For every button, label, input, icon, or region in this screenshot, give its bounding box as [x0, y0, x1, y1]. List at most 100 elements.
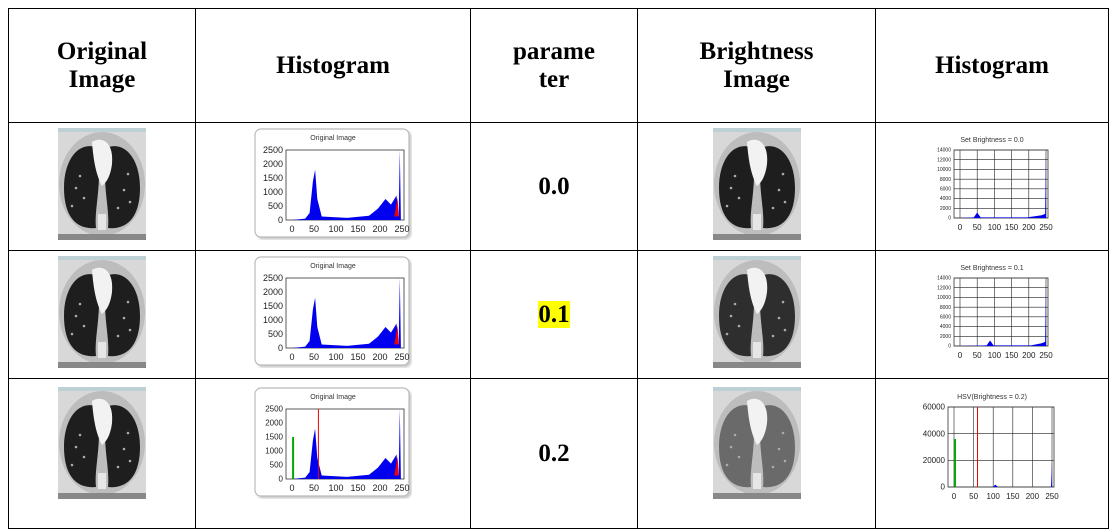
- vessel: [75, 446, 78, 449]
- x-tick-label: 150: [1005, 351, 1019, 360]
- y-tick-label: 10000: [937, 167, 951, 173]
- vessel: [127, 432, 130, 435]
- image-strip: [713, 128, 801, 132]
- x-tick-label: 150: [1006, 492, 1020, 501]
- ct-image: [58, 128, 146, 240]
- vessel: [725, 333, 728, 336]
- y-tick-label: 2000: [940, 206, 951, 212]
- y-tick-label: 12000: [937, 285, 951, 291]
- spine: [98, 473, 106, 489]
- y-tick-label: 10000: [937, 295, 951, 301]
- parameter-value: 0.2: [538, 440, 569, 467]
- x-tick-label: 100: [988, 223, 1002, 232]
- y-tick-label: 1500: [263, 301, 283, 311]
- y-tick-label: 60000: [923, 403, 946, 412]
- vessel: [79, 303, 82, 306]
- vessel: [127, 173, 130, 176]
- x-tick-label: 0: [289, 483, 294, 493]
- vessel: [725, 464, 728, 467]
- x-tick-label: 50: [973, 351, 982, 360]
- image-base: [58, 234, 146, 240]
- table-cell: Original Image25002000150010005000050100…: [196, 251, 471, 379]
- y-tick-label: 2000: [263, 287, 283, 297]
- histogram-shape: [954, 461, 1052, 487]
- y-tick-label: 1500: [263, 173, 283, 183]
- table-cell: [9, 379, 196, 529]
- x-tick-label: 150: [350, 483, 365, 493]
- x-tick-label: 200: [372, 224, 387, 234]
- x-tick-label: 150: [350, 352, 365, 362]
- y-tick-label: 500: [268, 201, 283, 211]
- x-tick-label: 50: [309, 224, 319, 234]
- table-cell: [9, 251, 196, 379]
- y-tick-label: 4000: [940, 324, 951, 330]
- x-tick-label: 200: [1022, 351, 1036, 360]
- y-tick-label: 500: [270, 461, 284, 470]
- vessel: [83, 325, 86, 328]
- y-tick-label: 14000: [937, 148, 951, 154]
- header-cell: Original Image: [9, 9, 196, 123]
- comparison-table: Original Image Histogram parameter Brigh…: [8, 8, 1109, 529]
- y-tick-label: 0: [278, 215, 283, 225]
- y-tick-label: 40000: [923, 429, 946, 438]
- histogram-title: Original Image: [310, 135, 356, 142]
- header-row: Original Image Histogram parameter Brigh…: [9, 9, 1109, 123]
- vessel: [783, 329, 786, 332]
- x-tick-label: 0: [289, 352, 294, 362]
- y-tick-label: 14000: [937, 276, 951, 282]
- x-tick-label: 100: [987, 492, 1001, 501]
- x-tick-label: 250: [394, 224, 409, 234]
- header-cell: Histogram: [196, 9, 471, 123]
- histogram: HSV(Brightness = 0.2)6000040000200000050…: [922, 387, 1062, 507]
- vessel: [71, 333, 74, 336]
- vessel: [83, 197, 86, 200]
- y-tick-label: 2500: [263, 145, 283, 155]
- vessel: [729, 187, 732, 190]
- x-tick-label: 100: [328, 224, 343, 234]
- vessel: [781, 173, 784, 176]
- spine: [753, 214, 761, 230]
- vessel: [737, 325, 740, 328]
- table-row: Original Image25002000150010005000050100…: [9, 379, 1109, 529]
- table-cell: [638, 251, 876, 379]
- y-tick-label: 2500: [263, 273, 283, 283]
- vessel: [123, 448, 126, 451]
- table-cell: 0.1: [471, 251, 638, 379]
- y-tick-label: 6000: [940, 315, 951, 321]
- x-tick-label: 100: [328, 352, 343, 362]
- vessel: [781, 432, 784, 435]
- x-tick-label: 250: [394, 483, 409, 493]
- vessel: [75, 187, 78, 190]
- y-tick-label: 8000: [940, 177, 951, 183]
- vessel: [781, 301, 784, 304]
- y-tick-label: 20000: [923, 456, 946, 465]
- x-tick-label: 250: [1039, 351, 1053, 360]
- x-tick-label: 100: [328, 483, 343, 493]
- histogram-title: Original Image: [310, 263, 356, 270]
- ct-image: [713, 387, 801, 499]
- vessel: [783, 201, 786, 204]
- histogram: Original Image25002000150010005000050100…: [254, 128, 412, 240]
- x-tick-label: 250: [1039, 223, 1053, 232]
- x-tick-label: 0: [958, 223, 963, 232]
- table-cell: [638, 123, 876, 251]
- vessel: [771, 466, 774, 469]
- histogram-title: Original Image: [310, 394, 356, 401]
- vessel: [771, 335, 774, 338]
- plot-area: [954, 278, 1048, 346]
- y-tick-label: 0: [948, 344, 951, 350]
- vessel: [123, 189, 126, 192]
- vessel: [129, 460, 132, 463]
- image-base: [713, 234, 801, 240]
- plot-area: [948, 407, 1054, 487]
- vessel: [117, 207, 120, 210]
- x-tick-label: 0: [289, 224, 294, 234]
- y-tick-label: 2500: [265, 405, 283, 414]
- ct-image: [58, 387, 146, 499]
- histogram: Set Brightness = 0.114000120001000080006…: [928, 258, 1056, 366]
- y-tick-label: 0: [279, 475, 284, 484]
- histogram: Set Brightness = 0.014000120001000080006…: [928, 130, 1056, 238]
